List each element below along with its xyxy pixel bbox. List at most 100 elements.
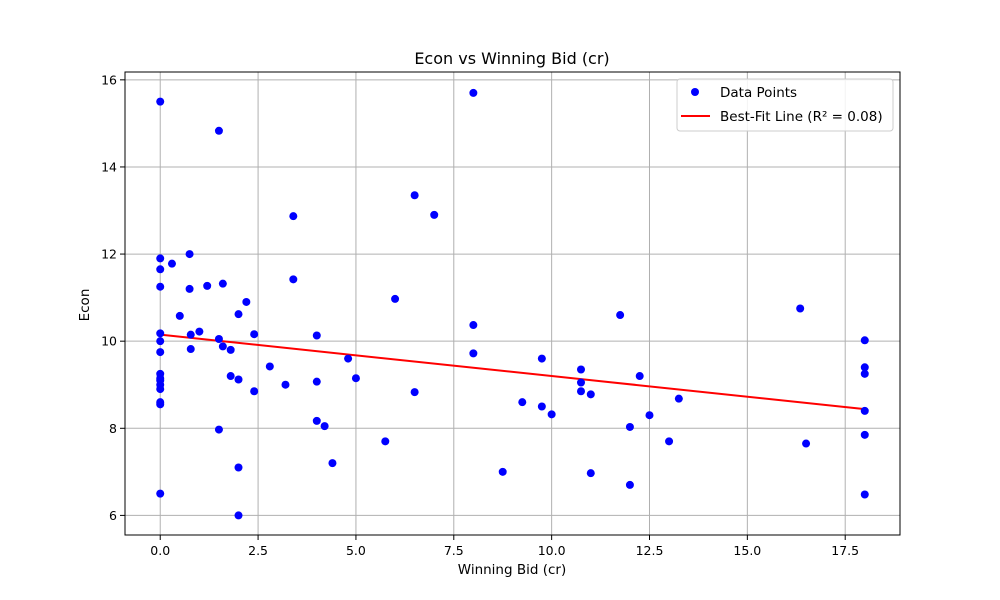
- x-tick-label: 5.0: [346, 543, 366, 558]
- y-tick-label: 16: [101, 72, 117, 87]
- data-point: [860, 490, 869, 499]
- data-point: [185, 250, 194, 259]
- y-tick-label: 12: [101, 247, 117, 262]
- data-point: [234, 511, 243, 520]
- data-point: [616, 311, 625, 320]
- plot-frame: [124, 71, 901, 536]
- data-point: [281, 380, 290, 389]
- data-point: [234, 310, 243, 319]
- data-point: [156, 385, 165, 394]
- data-point: [576, 387, 585, 396]
- y-tick-label: 6: [109, 508, 117, 523]
- data-point: [860, 430, 869, 439]
- x-tick-label: 0.0: [150, 543, 170, 558]
- data-points-layer: [156, 88, 869, 520]
- data-point: [537, 354, 546, 363]
- data-point: [214, 126, 223, 135]
- data-point: [312, 416, 321, 425]
- x-tick-label: 12.5: [636, 543, 664, 558]
- data-point: [156, 282, 165, 291]
- data-point: [175, 311, 184, 320]
- data-point: [156, 254, 165, 263]
- data-point: [203, 281, 212, 290]
- data-point: [860, 369, 869, 378]
- data-point: [381, 437, 390, 446]
- data-point: [796, 304, 805, 313]
- data-point: [625, 422, 634, 431]
- x-tick-label: 17.5: [831, 543, 859, 558]
- data-point: [586, 469, 595, 478]
- data-point: [156, 337, 165, 346]
- data-point: [625, 480, 634, 489]
- data-point: [195, 327, 204, 336]
- data-point: [328, 459, 337, 468]
- data-point: [860, 406, 869, 415]
- data-point: [156, 265, 165, 274]
- data-point: [498, 467, 507, 476]
- x-tick-label: 10.0: [538, 543, 566, 558]
- best-fit-line: [160, 333, 865, 411]
- axes: 0.0 2.5 5.0 7.5 10.0 12.5 15.0 17.5 6 8 10 12 14 16: [101, 71, 901, 558]
- data-point: [234, 375, 243, 384]
- data-point: [469, 321, 478, 330]
- data-point: [226, 345, 235, 354]
- data-point: [156, 400, 165, 409]
- data-point: [410, 191, 419, 200]
- data-point: [250, 330, 259, 339]
- data-point: [586, 390, 595, 399]
- data-point: [186, 345, 195, 354]
- x-tick-label: 7.5: [444, 543, 464, 558]
- data-point: [547, 410, 556, 419]
- data-point: [391, 294, 400, 303]
- data-point: [234, 463, 243, 472]
- data-point: [802, 439, 811, 448]
- data-point: [156, 329, 165, 338]
- data-point: [635, 372, 644, 381]
- data-point: [312, 331, 321, 340]
- y-tick-label: 10: [101, 334, 117, 349]
- legend: Data Points Best-Fit Line (R² = 0.08): [676, 78, 894, 132]
- data-point: [226, 372, 235, 381]
- legend-marker-scatter: [691, 88, 699, 96]
- data-point: [469, 349, 478, 358]
- y-axis-label: Econ: [77, 289, 93, 322]
- data-point: [167, 259, 176, 268]
- data-point: [469, 88, 478, 97]
- data-point: [430, 210, 439, 219]
- data-point: [185, 284, 194, 293]
- data-point: [312, 377, 321, 386]
- best-fit-line-layer: [160, 333, 865, 411]
- data-point: [214, 334, 223, 343]
- data-point: [250, 387, 259, 396]
- data-point: [265, 362, 274, 371]
- y-tick-label: 8: [109, 421, 117, 436]
- data-point: [156, 348, 165, 357]
- data-point: [537, 402, 546, 411]
- legend-label: Data Points: [720, 85, 797, 101]
- data-point: [351, 374, 360, 383]
- data-point: [242, 297, 251, 306]
- data-point: [218, 342, 227, 351]
- data-point: [156, 489, 165, 498]
- y-tick-label: 14: [101, 159, 117, 174]
- data-point: [289, 275, 298, 284]
- data-point: [518, 398, 527, 407]
- chart-title: Econ vs Winning Bid (cr): [414, 49, 609, 68]
- data-point: [214, 425, 223, 434]
- data-point: [860, 336, 869, 345]
- data-point: [410, 388, 419, 397]
- data-point: [218, 279, 227, 288]
- data-point: [674, 394, 683, 403]
- data-point: [576, 365, 585, 374]
- data-point: [186, 330, 195, 339]
- data-point: [320, 422, 329, 431]
- legend-label: Best-Fit Line (R² = 0.08): [720, 109, 883, 125]
- x-tick-label: 15.0: [733, 543, 761, 558]
- x-axis-label: Winning Bid (cr): [458, 562, 566, 578]
- data-point: [860, 363, 869, 372]
- data-point: [344, 354, 353, 363]
- legend-box: [676, 78, 894, 132]
- x-tick-label: 2.5: [248, 543, 268, 558]
